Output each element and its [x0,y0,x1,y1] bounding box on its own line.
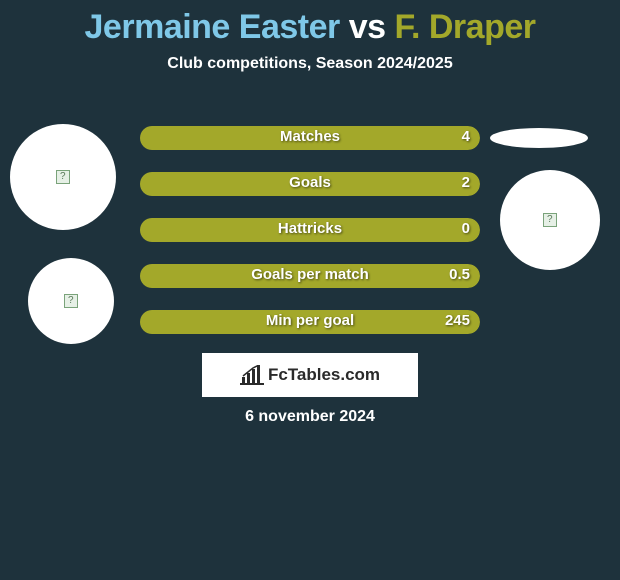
brand-text: FcTables.com [268,365,380,385]
stat-bar-0: Matches4 [140,126,480,150]
subtitle: Club competitions, Season 2024/2025 [0,55,620,73]
page-title: Jermaine Easter vs F. Draper [0,0,620,47]
bar-label: Matches [140,128,480,145]
bar-label: Hattricks [140,220,480,237]
bar-value-right: 245 [445,312,470,329]
broken-image-icon [64,294,78,308]
avatar-left-2 [28,258,114,344]
bar-value-right: 0 [462,220,470,237]
bar-label: Goals [140,174,480,191]
avatar-right-1 [500,170,600,270]
bar-label: Min per goal [140,312,480,329]
stat-bar-2: Hattricks0 [140,218,480,242]
stat-bar-4: Min per goal245 [140,310,480,334]
bar-value-right: 0.5 [449,266,470,283]
title-player2: F. Draper [394,8,535,46]
broken-image-icon [543,213,557,227]
bar-value-right: 4 [462,128,470,145]
chart-icon [240,365,264,385]
brand-box: FcTables.com [202,353,418,397]
date-text: 6 november 2024 [0,408,620,426]
title-vs: vs [349,8,386,46]
stat-bars: Matches4Goals2Hattricks0Goals per match0… [140,126,480,356]
broken-image-icon [56,170,70,184]
avatar-right-ellipse [490,128,588,148]
stat-bar-3: Goals per match0.5 [140,264,480,288]
bar-label: Goals per match [140,266,480,283]
title-player1: Jermaine Easter [85,8,340,46]
stat-bar-1: Goals2 [140,172,480,196]
avatar-left-1 [10,124,116,230]
bar-value-right: 2 [462,174,470,191]
